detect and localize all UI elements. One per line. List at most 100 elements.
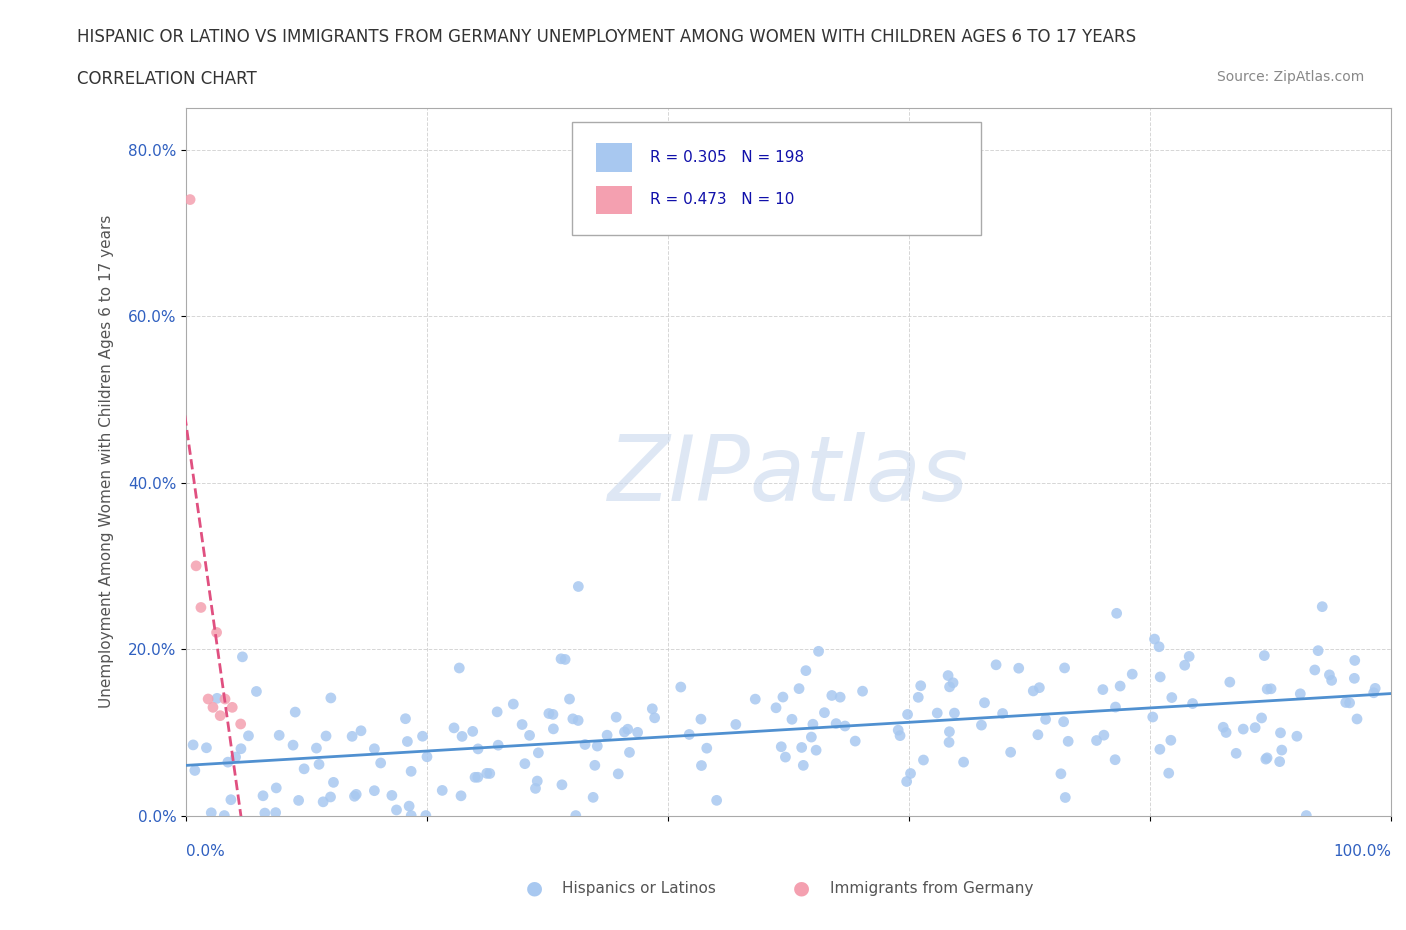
Point xyxy=(252,789,274,804)
Point xyxy=(851,684,873,698)
Point xyxy=(450,789,472,804)
Point xyxy=(567,713,589,728)
Text: Immigrants from Germany: Immigrants from Germany xyxy=(830,881,1033,896)
Point xyxy=(1143,631,1166,646)
Point xyxy=(991,706,1014,721)
Point xyxy=(281,737,304,752)
Point xyxy=(1149,670,1171,684)
Point xyxy=(619,745,641,760)
Point xyxy=(706,793,728,808)
Point xyxy=(315,728,337,743)
Text: ZIPatlas: ZIPatlas xyxy=(609,432,969,520)
Point xyxy=(214,808,236,823)
Point xyxy=(551,777,574,792)
Point xyxy=(1091,682,1114,697)
Point xyxy=(322,775,344,790)
Point xyxy=(1149,742,1171,757)
Point xyxy=(1174,658,1197,672)
Point xyxy=(1053,660,1076,675)
Point xyxy=(385,803,408,817)
Point xyxy=(1306,644,1329,658)
Point xyxy=(936,668,959,683)
Point xyxy=(1289,686,1312,701)
Point xyxy=(1319,668,1341,683)
Point xyxy=(519,728,541,743)
Point xyxy=(1271,743,1294,758)
Point xyxy=(1232,722,1254,737)
Point xyxy=(938,680,960,695)
Point xyxy=(381,788,404,803)
Point xyxy=(526,774,548,789)
Point xyxy=(231,649,253,664)
Point xyxy=(807,644,830,658)
Point xyxy=(582,790,605,804)
Point xyxy=(1160,733,1182,748)
Point xyxy=(696,741,718,756)
Text: HISPANIC OR LATINO VS IMMIGRANTS FROM GERMANY UNEMPLOYMENT AMONG WOMEN WITH CHIL: HISPANIC OR LATINO VS IMMIGRANTS FROM GE… xyxy=(77,28,1136,46)
Point xyxy=(607,766,630,781)
Point xyxy=(190,600,212,615)
Point xyxy=(690,711,713,726)
Point xyxy=(1270,725,1292,740)
Point xyxy=(1104,752,1126,767)
Point xyxy=(340,729,363,744)
Point xyxy=(596,728,619,743)
Point xyxy=(586,738,609,753)
Point xyxy=(554,652,576,667)
Point xyxy=(669,680,692,695)
Point xyxy=(524,781,547,796)
Point xyxy=(1285,729,1308,744)
Point xyxy=(464,770,486,785)
Point xyxy=(287,793,309,808)
Point xyxy=(626,724,648,739)
Point xyxy=(927,706,949,721)
Point xyxy=(1225,746,1247,761)
Point xyxy=(461,724,484,738)
Point xyxy=(398,799,420,814)
Point xyxy=(486,704,509,719)
Point xyxy=(907,690,929,705)
Text: 0.0%: 0.0% xyxy=(187,844,225,859)
Point xyxy=(724,717,747,732)
Point xyxy=(201,700,224,715)
Point xyxy=(449,660,471,675)
Point xyxy=(821,688,844,703)
Point xyxy=(184,558,207,573)
Point xyxy=(616,722,638,737)
Point xyxy=(416,750,439,764)
Point xyxy=(399,764,422,778)
Point xyxy=(543,722,565,737)
Point xyxy=(195,740,218,755)
Point xyxy=(1147,639,1170,654)
Point xyxy=(292,762,315,777)
Point xyxy=(896,774,918,789)
Point xyxy=(834,719,856,734)
Point xyxy=(952,754,974,769)
Point xyxy=(1057,734,1080,749)
Point xyxy=(1364,681,1386,696)
Point xyxy=(813,705,835,720)
Point xyxy=(527,745,550,760)
Text: ●: ● xyxy=(526,879,543,897)
Point xyxy=(350,724,373,738)
Point xyxy=(415,808,437,823)
Point xyxy=(780,711,803,726)
Point xyxy=(344,787,367,802)
Point xyxy=(478,766,501,781)
Point xyxy=(804,743,827,758)
Point xyxy=(690,758,713,773)
Point xyxy=(394,711,416,726)
Point xyxy=(1320,673,1343,688)
Point xyxy=(486,737,509,752)
Point xyxy=(1343,671,1365,685)
Point xyxy=(1215,725,1237,740)
Point xyxy=(284,705,307,720)
Point xyxy=(205,625,228,640)
Point xyxy=(1105,605,1128,620)
Point xyxy=(558,692,581,707)
Point xyxy=(229,716,252,731)
Point xyxy=(1339,696,1361,711)
Point xyxy=(205,691,228,706)
Point xyxy=(1250,711,1272,725)
Y-axis label: Unemployment Among Women with Children Ages 6 to 17 years: Unemployment Among Women with Children A… xyxy=(100,215,114,709)
